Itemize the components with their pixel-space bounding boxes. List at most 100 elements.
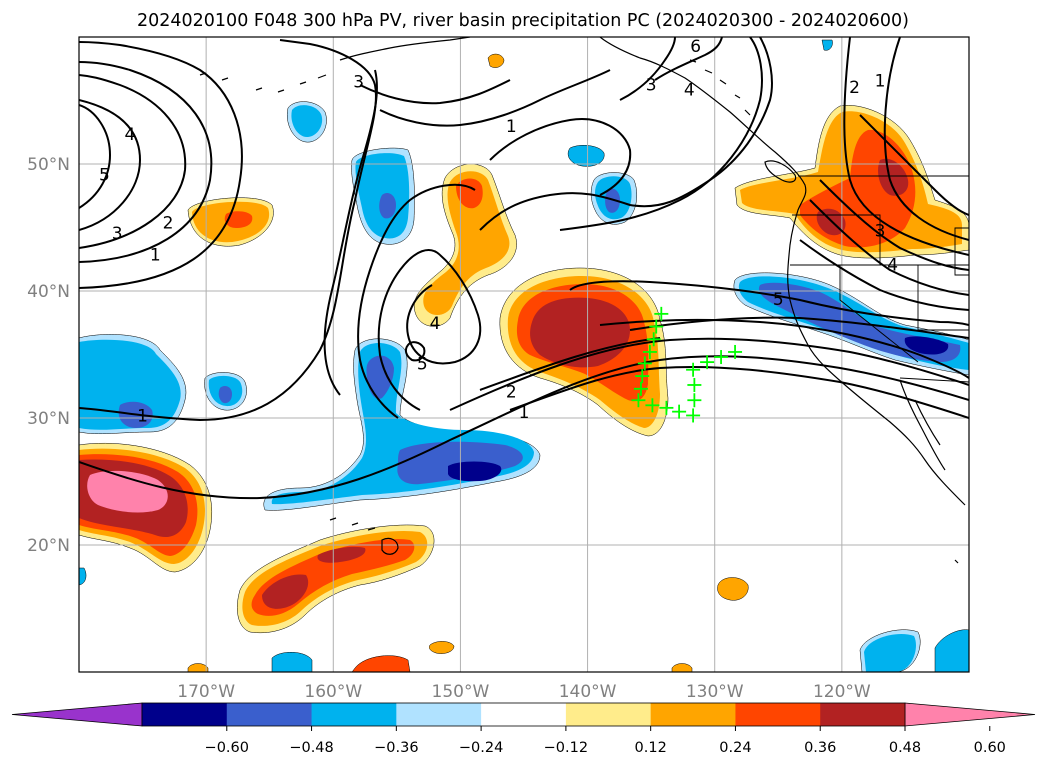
- basin-point-marker: [635, 369, 650, 384]
- shading-neg-se-n: [904, 336, 949, 355]
- pv-contour-1-jet2: [509, 365, 969, 419]
- longitude-labels: 170°W 160°W 150°W 140°W 130°W 120°W: [177, 682, 871, 702]
- pv-contour-1-north: [489, 118, 632, 196]
- pv-contour-label: 5: [99, 165, 110, 185]
- pv-contour-5-loop: [404, 341, 426, 362]
- pv-contour-3-north: [359, 79, 511, 105]
- colorbar-extend-low: [11, 702, 143, 727]
- shading-pos-small-4: [351, 655, 411, 672]
- border-wa-or: [792, 214, 881, 265]
- pv-contour-label: 2: [849, 78, 860, 98]
- pv-contour-label: 1: [875, 71, 886, 91]
- shading-pos-small-5: [671, 663, 693, 672]
- pv-contour-1-main: [79, 39, 377, 422]
- basin-point-marker: [728, 344, 743, 359]
- colorbar-segment: [820, 703, 906, 726]
- shading-pos-sw-p: [87, 470, 168, 513]
- colorbar-segment: [311, 703, 397, 726]
- pv-contour-label: 2: [163, 214, 174, 234]
- lon-tick-label: 120°W: [813, 682, 871, 702]
- basin-point-marker: [672, 404, 687, 419]
- border-mt: [954, 227, 969, 276]
- pv-contour-1-jet3: [479, 337, 661, 391]
- colorbar-segment: [650, 703, 736, 726]
- latitude-labels: 50°N 40°N 30°N 20°N: [27, 155, 70, 556]
- colorbar-segment: [142, 703, 228, 726]
- pv-contour-ne-5: [799, 239, 969, 311]
- basin-point-marker: [637, 356, 652, 371]
- pv-contour-north-3: [559, 37, 763, 231]
- lon-tick-label: 130°W: [686, 682, 744, 702]
- colorbar-tick-label: −0.60: [205, 740, 249, 756]
- coast-vancouver-island: [764, 160, 797, 183]
- pv-contour-label: 1: [137, 407, 148, 427]
- pv-contour-3-ridge: [357, 183, 476, 419]
- basin-point-marker: [649, 319, 664, 334]
- pv-contour-ne-3: [819, 179, 969, 271]
- colorbar-tick-label: 0.12: [635, 740, 667, 756]
- pv-contour-label: 5: [773, 290, 784, 310]
- coast-aleutians: [199, 72, 327, 93]
- shading-pos-ne-d: [878, 158, 909, 196]
- pv-contour-label: 3: [112, 224, 123, 244]
- lat-tick-label: 40°N: [27, 282, 70, 302]
- shading-neg-se2c: [864, 633, 916, 672]
- shading-pos-small-1: [717, 577, 749, 601]
- pv-contour-north-ridge: [479, 37, 773, 231]
- shading-pos-south-d: [262, 574, 309, 609]
- pv-contour-west-2: [79, 61, 213, 263]
- shading-pos-wn-r: [224, 211, 253, 228]
- pv-contour-label: 6: [690, 37, 701, 57]
- basin-point-marker: [654, 306, 669, 321]
- lat-tick-label: 30°N: [27, 409, 70, 429]
- lon-tick-label: 160°W: [304, 682, 362, 702]
- coast-alaska-peninsula: [339, 37, 471, 61]
- colorbar-tick-label: 0.36: [804, 740, 836, 756]
- pv-contour-ne-2: [843, 37, 969, 256]
- pv-contour-west-5: [79, 104, 112, 209]
- basin-point-marker: [645, 398, 660, 413]
- colorbar-tick-label: 0.24: [719, 740, 751, 756]
- colorbar-tick-label: −0.36: [374, 740, 418, 756]
- pv-contour-ne-1: [883, 37, 969, 241]
- pv-contour-2-north: [379, 69, 611, 127]
- colorbar-tick-label: −0.48: [289, 740, 333, 756]
- pv-contour-label: 4: [430, 314, 441, 334]
- shading-pos-small-6: [187, 663, 209, 672]
- pv-contour-label: 3: [353, 73, 364, 93]
- basin-point-marker: [642, 344, 657, 359]
- pv-contour-4-loop: [406, 254, 482, 365]
- lat-tick-label: 50°N: [27, 155, 70, 175]
- pv-contour-4-ridge: [377, 249, 441, 411]
- colorbar-segment: [735, 703, 821, 726]
- basin-point-marker: [633, 381, 648, 396]
- pv-contour-2-ridge: [323, 69, 378, 396]
- pv-contour-label: 1: [150, 245, 161, 265]
- shading-pos-small-2: [429, 641, 455, 654]
- pv-contour-label: 1: [519, 403, 530, 423]
- pv-contour-label: 5: [417, 355, 428, 375]
- coastlines: [199, 37, 966, 564]
- shading-neg-north-1-d: [379, 193, 396, 219]
- pv-contour-label: 2: [506, 383, 517, 403]
- map-frame: [78, 36, 970, 673]
- pv-contour-ne-6: [859, 114, 969, 216]
- pv-contour-label: 3: [875, 221, 886, 241]
- coast-hawaii: [329, 517, 399, 555]
- shading-neg-north-2-c: [291, 105, 323, 138]
- pv-contour-3-jet: [599, 318, 969, 379]
- colorbar-tick-label: 0.60: [974, 740, 1006, 756]
- colorbar-segment: [481, 703, 567, 726]
- basin-point-marker: [700, 355, 715, 370]
- pv-contour-west-4: [79, 99, 142, 231]
- colorbar-extend-high: [904, 702, 1036, 727]
- figure-title: 2024020100 F048 300 hPa PV, river basin …: [137, 11, 909, 31]
- lon-tick-label: 140°W: [559, 682, 617, 702]
- lon-tick-label: 150°W: [432, 682, 490, 702]
- basin-point-marker: [659, 400, 674, 415]
- shading-neg-west-c: [79, 339, 181, 430]
- pv-contour-5-jet: [569, 280, 969, 326]
- coast-baja: [899, 379, 946, 471]
- pv-contours: [79, 37, 969, 500]
